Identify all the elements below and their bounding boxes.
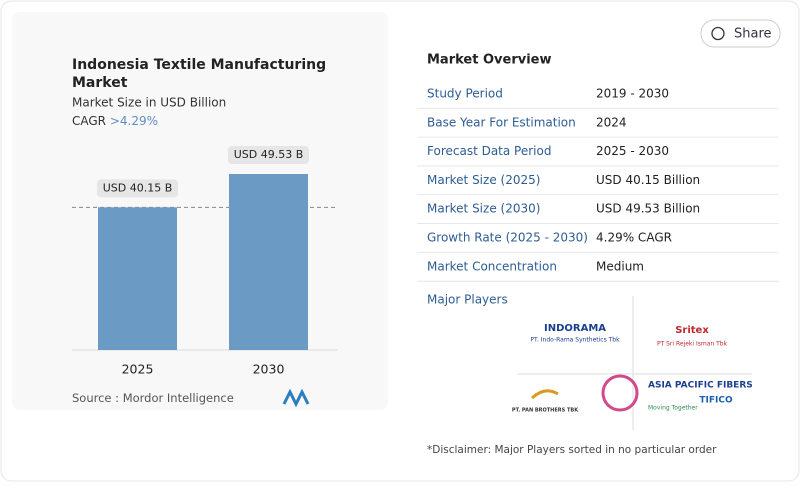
player-logo: PT. Indo-Rama Synthetics Tbk [530, 337, 620, 344]
source-name: Mordor Intelligence [123, 391, 234, 405]
value-label: USD 49.53 B [234, 148, 304, 161]
row-bg [417, 166, 779, 195]
row-value: USD 49.53 Billion [596, 202, 700, 216]
chart-title-text: Market [72, 75, 128, 91]
cagr-value: >4.29% [110, 114, 158, 128]
row-value: 2024 [596, 115, 627, 129]
disclaimer: *Disclaimer: Major Players sorted in no … [427, 444, 717, 456]
pan-mark [530, 389, 559, 400]
share-button[interactable] [700, 19, 781, 48]
player-logo: INDORAMA [544, 323, 606, 334]
x-tick-label: 2030 [253, 362, 285, 377]
row-label: Growth Rate (2025 - 2030) [427, 231, 588, 245]
row-bg [417, 137, 779, 166]
player-logo: Moving Together [648, 405, 698, 412]
row-value: USD 40.15 Billion [596, 173, 700, 187]
value-label-bg [97, 179, 178, 198]
row-bg [417, 252, 779, 281]
bar [98, 207, 177, 350]
cagr: CAGR >4.29% [72, 114, 158, 128]
row-bg [417, 80, 779, 108]
cagr-label: CAGR [72, 114, 106, 128]
overview-title: Market Overview [427, 53, 551, 68]
share-label[interactable]: Share [734, 27, 772, 42]
bar [229, 174, 308, 350]
row-label: Market Size (2025) [427, 173, 540, 187]
row-value: Medium [596, 259, 644, 273]
value-label-bg [228, 146, 309, 164]
source-label: Source : [72, 391, 119, 405]
share-icon [711, 26, 725, 41]
row-label: Base Year For Estimation [427, 115, 576, 129]
mordor-logo [282, 388, 310, 408]
source: Source : Mordor Intelligence [72, 391, 234, 405]
player-logo: PT. PAN BROTHERS TBK [512, 408, 579, 414]
apf-mark [601, 374, 639, 412]
player-logo: PT Sri Rejeki Isman Tbk [657, 341, 728, 348]
player-logo: Sritex [675, 325, 709, 336]
row-bg [417, 224, 779, 252]
player-logo: ASIA PACIFIC FIBERS [648, 381, 753, 391]
player-logo: TIFICO [699, 396, 733, 406]
chart-subtitle: Market Size in USD Billion [72, 96, 226, 110]
row-label: Study Period [427, 87, 503, 101]
x-tick-label: 2025 [122, 362, 154, 377]
row-bg [417, 195, 779, 224]
row-value: 4.29% CAGR [596, 231, 672, 245]
chart-title-text: Indonesia Textile Manufacturing [72, 57, 326, 73]
row-label: Market Concentration [427, 259, 557, 273]
row-label: Forecast Data Period [427, 144, 551, 158]
row-value: 2019 - 2030 [596, 87, 669, 101]
row-bg [417, 108, 779, 137]
value-label: USD 40.15 B [103, 181, 173, 194]
chart-title: Indonesia Textile Manufacturing Market [72, 57, 326, 91]
players-title: Major Players [427, 293, 508, 307]
row-value: 2025 - 2030 [596, 144, 669, 158]
row-label: Market Size (2030) [427, 202, 540, 216]
